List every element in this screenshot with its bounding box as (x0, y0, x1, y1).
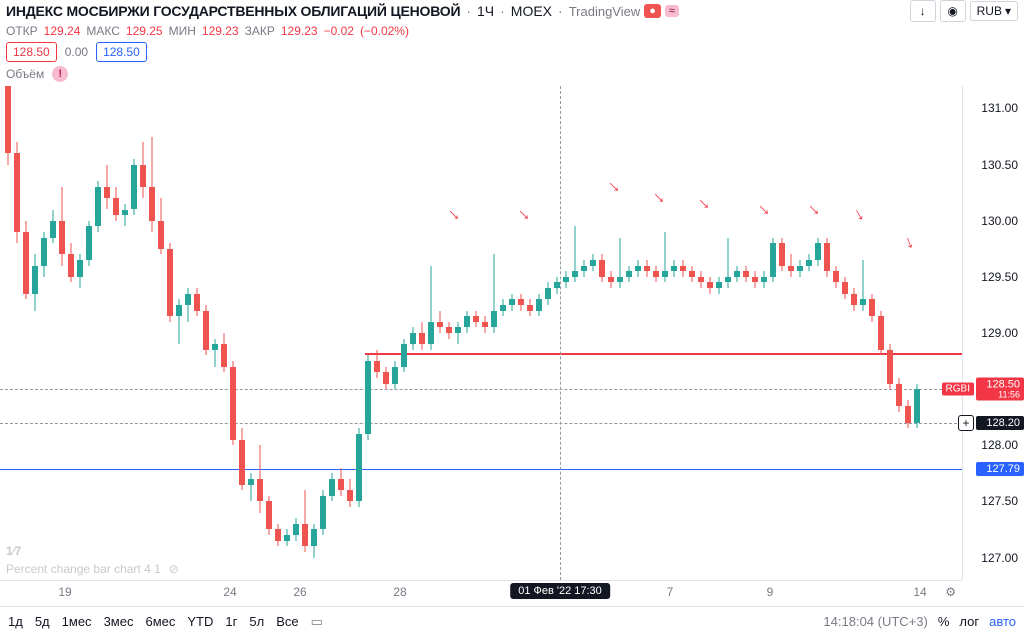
status-pill: ● (644, 4, 661, 18)
tv-watermark: 1⁄7 (6, 544, 21, 558)
annotation-arrow[interactable]: ↑ (694, 194, 715, 215)
add-alert-icon[interactable]: + (958, 415, 974, 431)
provider: TradingView (569, 4, 641, 19)
y-tick: 127.50 (981, 494, 1018, 508)
crosshair-vline (560, 86, 561, 580)
timeframe-1г[interactable]: 1г (225, 614, 237, 629)
y-tick: 129.50 (981, 270, 1018, 284)
annotation-arrow[interactable]: ↑ (444, 205, 465, 226)
hline (0, 423, 962, 424)
annotation-arrow[interactable]: ↑ (649, 188, 670, 209)
chart-header: ИНДЕКС МОСБИРЖИ ГОСУДАРСТВЕННЫХ ОБЛИГАЦИ… (0, 0, 1024, 22)
y-tick: 127.00 (981, 551, 1018, 565)
auto-toggle[interactable]: авто (989, 614, 1016, 629)
timeframe-1д[interactable]: 1д (8, 614, 23, 629)
status-pill2: ≈ (665, 5, 679, 17)
timeframe-1мес[interactable]: 1мес (62, 614, 92, 629)
timeframe-3мес[interactable]: 3мес (104, 614, 134, 629)
timeframe-6мес[interactable]: 6мес (145, 614, 175, 629)
hline (0, 469, 962, 470)
y-tick: 130.50 (981, 158, 1018, 172)
x-tick: 24 (223, 585, 236, 599)
timeframe-Все[interactable]: Все (276, 614, 298, 629)
alert-icon[interactable]: ! (52, 66, 68, 82)
y-tick: 128.00 (981, 438, 1018, 452)
x-tick: 26 (293, 585, 306, 599)
x-tick: 19 (58, 585, 71, 599)
annotation-arrow[interactable]: ↑ (804, 199, 825, 220)
download-icon[interactable]: ↓ (910, 0, 936, 22)
symbol-tag: RGBI (942, 383, 974, 396)
clock: 14:18:04 (UTC+3) (823, 614, 927, 629)
x-tick: 7 (667, 585, 674, 599)
x-tick: 9 (767, 585, 774, 599)
annotation-arrow[interactable]: ↑ (604, 177, 625, 198)
indicator-label: Percent change bar chart 4 1 ⊘ (6, 562, 179, 576)
timeframe-YTD[interactable]: YTD (187, 614, 213, 629)
symbol-title[interactable]: ИНДЕКС МОСБИРЖИ ГОСУДАРСТВЕННЫХ ОБЛИГАЦИ… (6, 3, 460, 19)
blue-price-label: 127.79 (976, 462, 1024, 476)
hline (365, 353, 962, 355)
y-tick: 129.00 (981, 326, 1018, 340)
camera-icon[interactable]: ◉ (940, 0, 966, 22)
crosshair-time: 01 Фев '22 17:30 (510, 583, 610, 599)
chart-canvas[interactable]: ↑ ↑ ↑ ↑ ↑ ↑ ↑ ↑ ↑ (0, 86, 962, 580)
last-price-label: 128.5011:56 (976, 378, 1024, 401)
footer-bar: 1д 5д 1мес 3мес 6мес YTD 1г 5л Все ▭ 14:18:04 (U… (0, 606, 1024, 636)
ohlc-row: ОТКР129.24 МАКС129.25 МИН129.23 ЗАКР129.… (0, 22, 1024, 40)
currency-select[interactable]: RUB▾ (970, 1, 1018, 21)
exchange: MOEX (511, 3, 552, 19)
chevron-down-icon: ▾ (1005, 4, 1011, 18)
x-axis[interactable]: ⚙ 19 24 26 28 7 9 14 01 Фев '22 17:30 (0, 580, 962, 606)
gear-icon[interactable]: ⚙ (945, 585, 956, 599)
ask-box[interactable]: 128.50 (96, 42, 147, 62)
annotation-arrow[interactable]: ↑ (754, 199, 775, 220)
annotation-arrow[interactable]: ↑ (902, 232, 918, 255)
timeframe-5д[interactable]: 5д (35, 614, 50, 629)
x-tick: 14 (913, 585, 926, 599)
interval[interactable]: 1Ч (477, 3, 494, 19)
bid-box[interactable]: 128.50 (6, 42, 57, 62)
y-axis[interactable]: 127.00127.50128.00128.50129.00129.50130.… (962, 86, 1024, 580)
log-toggle[interactable]: лог (959, 614, 979, 629)
volume-row: Объём ! (0, 64, 1024, 84)
timeframe-5л[interactable]: 5л (249, 614, 264, 629)
y-tick: 131.00 (981, 101, 1018, 115)
annotation-arrow[interactable]: ↑ (850, 204, 868, 227)
annotation-arrow[interactable]: ↑ (514, 205, 535, 226)
calendar-icon[interactable]: ▭ (311, 614, 323, 630)
crosshair-price: 128.20 (976, 416, 1024, 430)
eye-off-icon[interactable]: ⊘ (169, 562, 179, 576)
x-tick: 28 (393, 585, 406, 599)
hline (0, 389, 962, 390)
y-tick: 130.00 (981, 214, 1018, 228)
pct-toggle[interactable]: % (938, 614, 950, 629)
price-box-row: 128.50 0.00 128.50 (0, 40, 1024, 64)
